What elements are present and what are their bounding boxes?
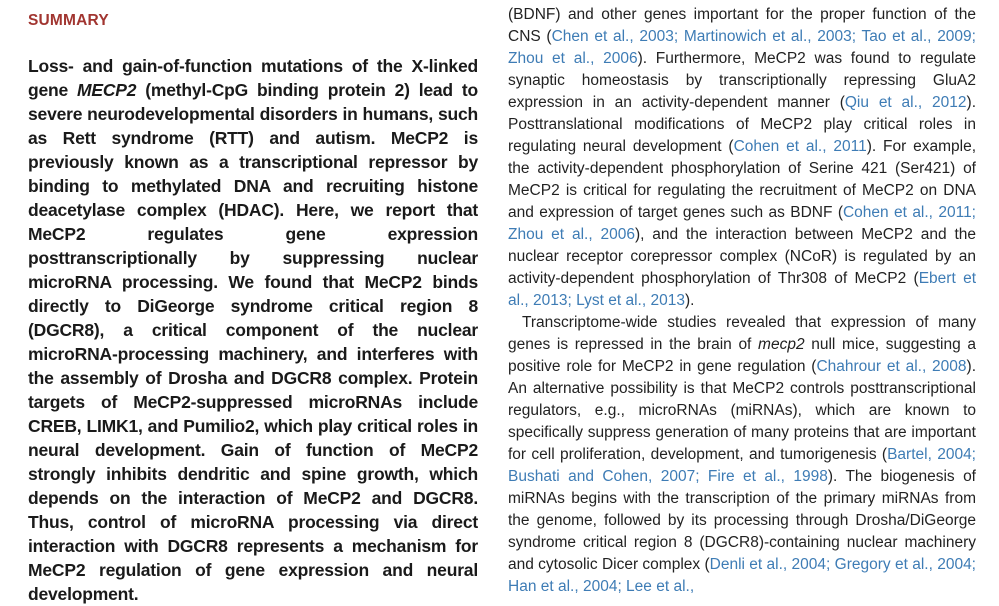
citation-link[interactable]: Chahrour et al., 2008 <box>816 358 967 375</box>
citation-link[interactable]: Qiu et al., 2012 <box>844 94 967 111</box>
text-run: (methyl-CpG binding protein 2) lead to s… <box>28 80 478 604</box>
text-run: ). Furthermore, MeCP2 was found to regul… <box>508 50 976 111</box>
citation-link[interactable]: Cohen et al., 2011 <box>733 138 867 155</box>
summary-column: SUMMARY Loss- and gain-of-function mutat… <box>28 12 478 606</box>
text-run: null mice, suggesting a positive role fo… <box>508 336 977 375</box>
text-run: Loss- and gain-of-function mutations of … <box>28 56 478 100</box>
citation-link[interactable]: Denli et al., 2004; Gregory et al., 2004… <box>508 556 976 595</box>
text-run: (BDNF) and other genes important for the… <box>508 6 976 45</box>
summary-paragraph: Loss- and gain-of-function mutations of … <box>28 54 478 606</box>
citation-link[interactable]: Cohen et al., 2011; Zhou et al., 2006 <box>508 204 976 243</box>
text-run: ), and the interaction between MeCP2 and… <box>508 226 976 287</box>
citation-link[interactable]: Bartel, 2004; Bushati and Cohen, 2007; F… <box>508 446 976 485</box>
text-run: ). Posttranslational modifications of Me… <box>508 94 977 155</box>
text-run: ). The biogenesis of miRNAs begins with … <box>508 468 976 573</box>
summary-heading: SUMMARY <box>28 12 109 29</box>
italic-text: MECP2 <box>77 80 137 100</box>
body-paragraph-2: Transcriptome-wide studies revealed that… <box>508 312 976 598</box>
text-run: ). An alternative possibility is that Me… <box>508 358 976 463</box>
citation-link[interactable]: Ebert et al., 2013; Lyst et al., 2013 <box>508 270 976 309</box>
text-run: ). <box>684 292 695 309</box>
citation-link[interactable]: Chen et al., 2003; Martinowich et al., 2… <box>508 28 976 67</box>
italic-text: mecp2 <box>758 336 805 353</box>
body-column: (BDNF) and other genes important for the… <box>508 4 976 598</box>
text-run: Transcriptome-wide studies revealed that… <box>508 314 976 353</box>
body-paragraph-1: (BDNF) and other genes important for the… <box>508 4 976 312</box>
text-run: ). For example, the activity-dependent p… <box>508 138 977 221</box>
